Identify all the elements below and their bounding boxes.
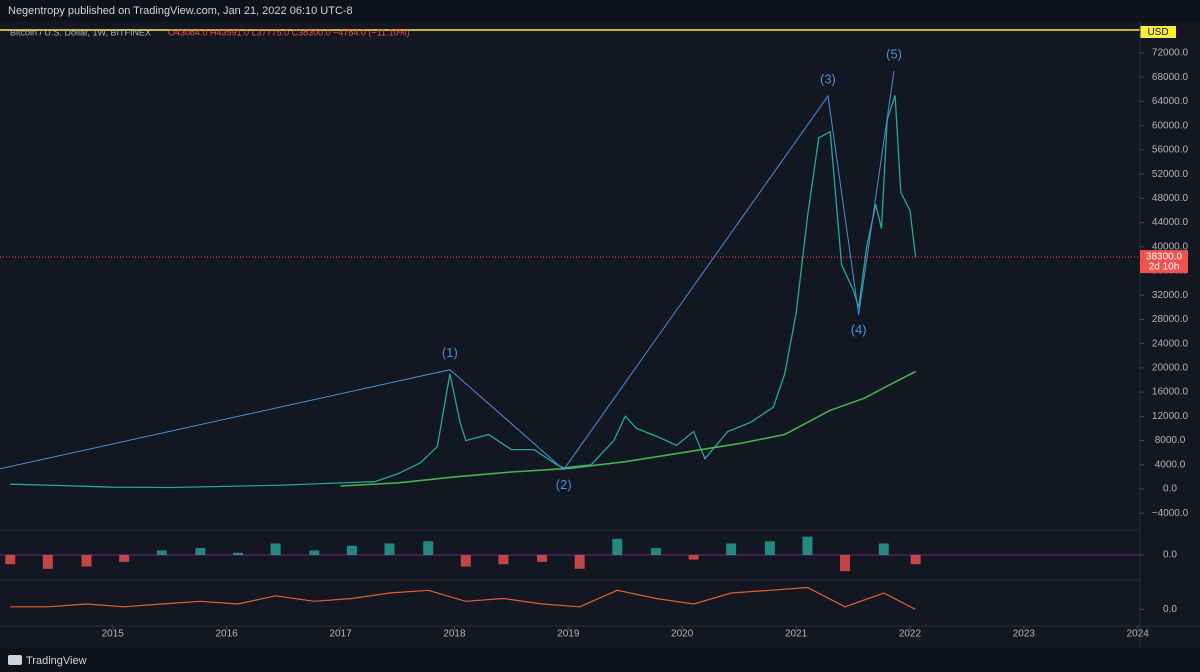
histogram-bar: [119, 555, 130, 562]
histogram-bar: [5, 555, 16, 565]
histogram-bar: [726, 543, 737, 555]
y-tick-label: 28000.0: [1152, 314, 1189, 325]
y-tick-label: 40000.0: [1152, 241, 1189, 252]
histogram-bar: [309, 550, 320, 555]
histogram-bar: [688, 555, 699, 560]
histogram-bar: [156, 550, 167, 555]
logo: [8, 655, 22, 665]
x-tick-label: 2024: [1127, 629, 1150, 640]
axis-label-box: [1140, 26, 1176, 38]
y-tick-label: 8000.0: [1155, 435, 1186, 446]
x-tick-label: 2017: [329, 629, 352, 640]
y-tick-label: 0.0: [1163, 550, 1177, 561]
oscillator-line: [10, 586, 916, 611]
histogram-bar: [460, 555, 471, 567]
y-tick-label: 0.0: [1163, 484, 1177, 495]
histogram-bar: [81, 555, 92, 567]
histogram-bar: [498, 555, 509, 565]
y-tick-label: 44000.0: [1152, 217, 1189, 228]
histogram-bar: [537, 555, 548, 562]
wave-label: (4): [851, 322, 867, 337]
histogram-bar: [612, 538, 623, 555]
y-tick-label: 16000.0: [1152, 387, 1189, 398]
histogram-bar: [233, 552, 244, 555]
wave-label: (1): [442, 345, 458, 360]
histogram-bar: [878, 543, 889, 555]
histogram-bar: [423, 541, 434, 555]
histogram-bar: [195, 548, 206, 555]
x-tick-label: 2019: [557, 629, 580, 640]
x-tick-label: 2022: [899, 629, 922, 640]
y-tick-label: 60000.0: [1152, 120, 1189, 131]
header-bar: [0, 0, 1200, 22]
publisher: Negentropy published on TradingView.com,…: [8, 5, 353, 17]
y-tick-label: 20000.0: [1152, 363, 1189, 374]
price-line: [340, 370, 916, 487]
histogram-bar: [802, 536, 813, 555]
ohlc: O43084.0 H43591.0 L37775.0 C38300.0 −478…: [168, 27, 410, 37]
y-tick-label: 56000.0: [1152, 145, 1189, 156]
histogram-bar: [574, 555, 585, 569]
wave-line: [0, 71, 895, 471]
price-line: [10, 95, 917, 489]
y-tick-label: 0.0: [1163, 604, 1177, 615]
histogram-bar: [346, 545, 357, 555]
y-tick-label: 48000.0: [1152, 193, 1189, 204]
x-tick-label: 2015: [102, 629, 125, 640]
histogram-bar: [42, 555, 53, 569]
histogram-bar: [270, 543, 281, 555]
y-tick-label: 52000.0: [1152, 169, 1189, 180]
currency: USD: [1147, 27, 1168, 38]
countdown: 2d 10h: [1149, 262, 1180, 273]
x-tick-label: 2023: [1013, 629, 1036, 640]
y-tick-label: 24000.0: [1152, 338, 1189, 349]
wave-label: (2): [556, 477, 572, 492]
histogram-bar: [384, 543, 395, 555]
histogram-bar: [764, 541, 775, 555]
symbol-title: Bitcoin / U.S. Dollar, 1W, BITFINEX: [10, 27, 151, 37]
brand: TradingView: [26, 655, 87, 667]
y-tick-label: −4000.0: [1152, 508, 1189, 519]
footer-bar: [0, 648, 1200, 672]
y-tick-label: 4000.0: [1155, 459, 1186, 470]
x-tick-label: 2020: [671, 629, 694, 640]
last-price-label: 38300.0: [1146, 252, 1183, 263]
y-tick-label: 64000.0: [1152, 96, 1189, 107]
histogram-bar: [910, 555, 921, 565]
last-price-box: [1140, 250, 1188, 274]
wave-label: (5): [886, 47, 902, 62]
x-tick-label: 2016: [216, 629, 239, 640]
y-tick-label: 12000.0: [1152, 411, 1189, 422]
x-tick-label: 2021: [785, 629, 808, 640]
wave-label: (3): [820, 71, 836, 86]
y-tick-label: 72000.0: [1152, 48, 1189, 59]
x-tick-label: 2018: [443, 629, 466, 640]
y-tick-label: 68000.0: [1152, 72, 1189, 83]
histogram-bar: [650, 548, 661, 555]
y-tick-label: 32000.0: [1152, 290, 1189, 301]
histogram-bar: [840, 555, 851, 572]
